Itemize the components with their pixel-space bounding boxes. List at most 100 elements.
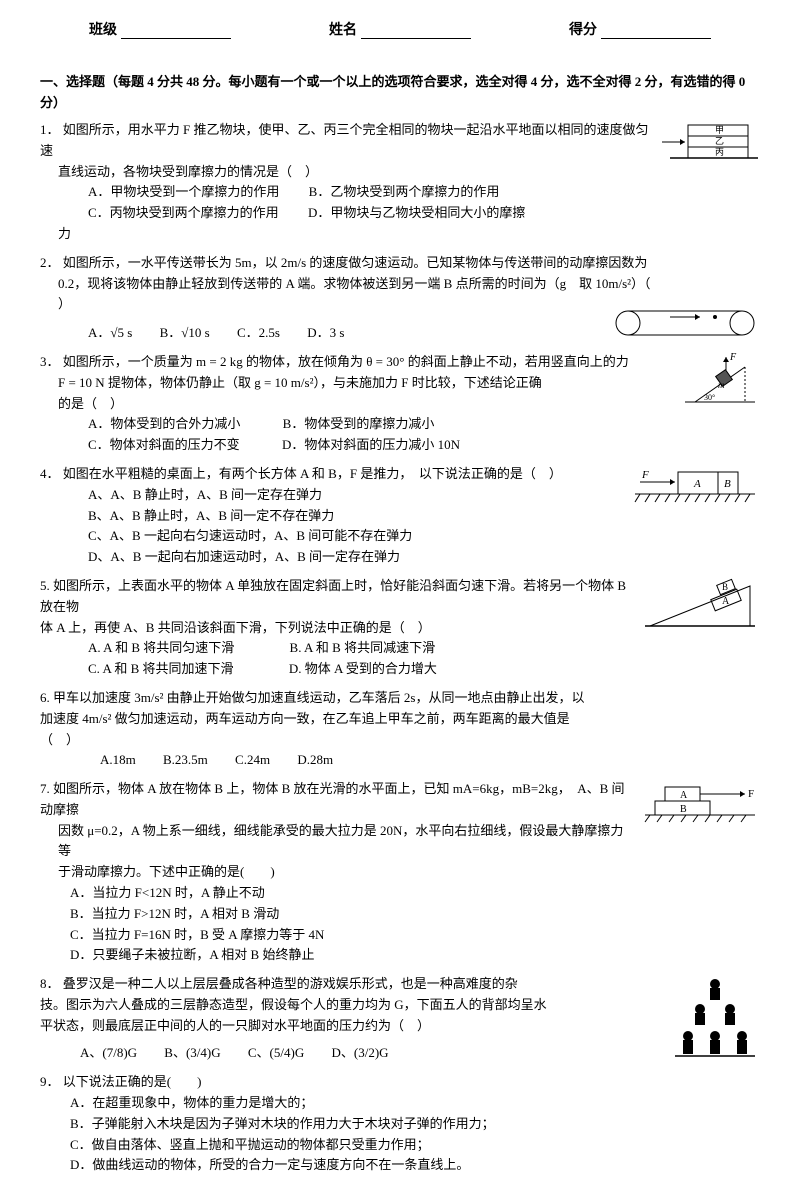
- q7-text1: 如图所示，物体 A 放在物体 B 上，物体 B 放在光滑的水平面上，已知 mA=…: [40, 781, 625, 817]
- question-4: F A B 4． 如图在水平粗糙的桌面上，有两个长方体 A 和 B，F 是推力，…: [40, 464, 760, 568]
- class-label: 班级: [89, 20, 117, 42]
- q3-figure: F m 30°: [680, 352, 760, 407]
- svg-text:F: F: [748, 788, 754, 800]
- question-6: 6. 甲车以加速度 3m/s² 由静止开始做匀加速直线运动，乙车落后 2s，从同…: [40, 688, 760, 771]
- svg-text:乙: 乙: [715, 136, 724, 146]
- q5-optD: D. 物体 A 受到的合力增大: [289, 661, 437, 676]
- q2-optC: C．2.5s: [237, 325, 280, 340]
- q7-optC: C．当拉力 F=16N 时，B 受 A 摩擦力等于 4N: [40, 925, 760, 946]
- q8-optC: C、(5/4)G: [248, 1045, 304, 1060]
- q3-optC: C．物体对斜面的压力不变: [88, 437, 240, 452]
- svg-text:A: A: [722, 596, 730, 607]
- svg-text:A: A: [680, 790, 688, 801]
- q1-text3: 力: [58, 224, 760, 245]
- q5-optA: A. A 和 B 将共同匀速下滑: [88, 640, 234, 655]
- q2-optA: A．√5 s: [88, 325, 132, 340]
- q6-optC: C.24m: [235, 752, 270, 767]
- q8-figure: [670, 974, 760, 1064]
- class-field: 班级: [89, 20, 231, 42]
- q1-text1: 如图所示，用水平力 F 推乙物块，使甲、乙、丙三个完全相同的物块一起沿水平地面以…: [40, 122, 649, 158]
- q8-optB: B、(3/4)G: [164, 1045, 220, 1060]
- question-9: 9． 以下说法正确的是( ) A．在超重现象中，物体的重力是增大的； B．子弹能…: [40, 1072, 760, 1176]
- svg-text:A: A: [693, 478, 701, 490]
- q5-optB: B. A 和 B 将共同减速下滑: [290, 640, 436, 655]
- svg-text:丙: 丙: [715, 147, 724, 157]
- q8-text1: 叠罗汉是一种二人以上层层叠成各种造型的游戏娱乐形式，也是一种高难度的杂: [63, 976, 518, 991]
- svg-text:B: B: [680, 804, 687, 815]
- q4-optC: C、A、B 一起向右匀速运动时，A、B 间可能不存在弹力: [58, 526, 760, 547]
- q1-text2: 直线运动，各物块受到摩擦力的情况是（ ）: [58, 162, 760, 183]
- q6-num: 6.: [40, 690, 50, 705]
- q7-optA: A．当拉力 F<12N 时，A 静止不动: [40, 883, 760, 904]
- q9-optD: D．做曲线运动的物体，所受的合力一定与速度方向不在一条直线上。: [40, 1155, 760, 1176]
- svg-text:m: m: [718, 380, 725, 390]
- q4-figure: F A B: [630, 464, 760, 514]
- score-field: 得分: [569, 20, 711, 42]
- q9-optA: A．在超重现象中，物体的重力是增大的；: [40, 1093, 760, 1114]
- question-1: 甲 乙 丙 1． 如图所示，用水平力 F 推乙物块，使甲、乙、丙三个完全相同的物…: [40, 120, 760, 245]
- q3-optA: A．物体受到的合外力减小: [88, 416, 240, 431]
- q4-text1: 如图在水平粗糙的桌面上，有两个长方体 A 和 B，F 是推力， 以下说法正确的是…: [63, 466, 562, 481]
- q6-options: A.18m B.23.5m C.24m D.28m: [40, 750, 760, 771]
- q8-text3: 平状态，则最底层正中间的人的一只脚对水平地面的压力约为（ ）: [40, 1016, 760, 1037]
- q9-text1: 以下说法正确的是( ): [63, 1074, 202, 1089]
- q6-optD: D.28m: [297, 752, 333, 767]
- q1-opts2: C．丙物块受到两个摩擦力的作用 D．甲物块与乙物块受相同大小的摩擦: [58, 203, 760, 224]
- q7-num: 7.: [40, 781, 50, 796]
- class-blank[interactable]: [121, 23, 231, 39]
- q3-opts2: C．物体对斜面的压力不变 D．物体对斜面的压力减小 10N: [58, 435, 760, 456]
- q6-text1: 甲车以加速度 3m/s² 由静止开始做匀加速直线运动，乙车落后 2s，从同一地点…: [53, 690, 585, 705]
- q3-optD: D．物体对斜面的压力减小 10N: [282, 437, 460, 452]
- q7-optB: B．当拉力 F>12N 时，A 相对 B 滑动: [40, 904, 760, 925]
- q3-text1: 如图所示，一个质量为 m = 2 kg 的物体，放在倾角为 θ = 30° 的斜…: [63, 354, 629, 369]
- q1-optC: C．丙物块受到两个摩擦力的作用: [88, 205, 279, 220]
- q1-optA: A．甲物块受到一个摩擦力的作用: [88, 184, 279, 199]
- q7-figure: A B F: [640, 779, 760, 829]
- q6-text3: （ ）: [40, 730, 760, 751]
- question-8: 8． 叠罗汉是一种二人以上层层叠成各种造型的游戏娱乐形式，也是一种高难度的杂 技…: [40, 974, 760, 1064]
- q2-num: 2．: [40, 255, 60, 270]
- q3-optB: B．物体受到的摩擦力减小: [283, 416, 435, 431]
- q5-text2: 体 A 上，再使 A、B 共同沿该斜面下滑，下列说法中正确的是（ ）: [40, 620, 431, 635]
- svg-text:B: B: [722, 582, 728, 592]
- q6-optA: A.18m: [100, 752, 136, 767]
- q1-figure: 甲 乙 丙: [660, 120, 760, 170]
- question-7: A B F 7. 如图所示，物体 A 放在物体 B 上，物体 B 放在光滑的水平…: [40, 779, 760, 966]
- q2-text1: 如图所示，一水平传送带长为 5m，以 2m/s 的速度做匀速运动。已知某物体与传…: [63, 255, 648, 270]
- svg-text:30°: 30°: [704, 393, 715, 402]
- q2-optB: B．√10 s: [160, 325, 210, 340]
- q1-opts1: A．甲物块受到一个摩擦力的作用 B．乙物块受到两个摩擦力的作用: [58, 182, 760, 203]
- q8-num: 8．: [40, 976, 60, 991]
- q1-optD: D．甲物块与乙物块受相同大小的摩擦: [308, 205, 525, 220]
- q9-optC: C．做自由落体、竖直上抛和平抛运动的物体都只受重力作用；: [40, 1135, 760, 1156]
- question-2: 2． 如图所示，一水平传送带长为 5m，以 2m/s 的速度做匀速运动。已知某物…: [40, 253, 760, 344]
- q5-opts1: A. A 和 B 将共同匀速下滑 B. A 和 B 将共同减速下滑: [58, 638, 760, 659]
- svg-text:F: F: [641, 469, 649, 481]
- q8-text2: 技。图示为六人叠成的三层静态造型，假设每个人的重力均为 G，下面五人的背部均呈水: [40, 995, 760, 1016]
- q4-num: 4．: [40, 466, 60, 481]
- q1-num: 1．: [40, 122, 60, 137]
- name-blank[interactable]: [361, 23, 471, 39]
- name-field: 姓名: [329, 20, 471, 42]
- q5-optC: C. A 和 B 将共同加速下滑: [88, 661, 234, 676]
- q1-optB: B．乙物块受到两个摩擦力的作用: [309, 184, 500, 199]
- q7-text3: 于滑动摩擦力。下述中正确的是( ): [58, 862, 760, 883]
- svg-text:B: B: [724, 478, 731, 490]
- q3-text3: 的是（ ）: [58, 394, 760, 415]
- q7-optD: D．只要绳子未被拉断，A 相对 B 始终静止: [40, 945, 760, 966]
- question-5: A B 5. 如图所示，上表面水平的物体 A 单独放在固定斜面上时，恰好能沿斜面…: [40, 576, 760, 680]
- q5-figure: A B: [640, 576, 760, 631]
- q8-optA: A、(7/8)G: [80, 1045, 137, 1060]
- score-blank[interactable]: [601, 23, 711, 39]
- section-title: 一、选择题（每题 4 分共 48 分。每小题有一个或一个以上的选项符合要求，选全…: [40, 72, 760, 114]
- q5-opts2: C. A 和 B 将共同加速下滑 D. 物体 A 受到的合力增大: [58, 659, 760, 680]
- q8-options: A、(7/8)G B、(3/4)G C、(5/4)G D、(3/2)G: [40, 1043, 760, 1064]
- name-label: 姓名: [329, 20, 357, 42]
- svg-text:甲: 甲: [715, 125, 724, 135]
- q3-text2: F = 10 N 提物体，物体仍静止（取 g = 10 m/s²），与未施加力 …: [58, 373, 760, 394]
- q4-optD: D、A、B 一起向右加速运动时，A、B 间一定存在弹力: [58, 547, 760, 568]
- q2-text2: 0.2，现将该物体由静止轻放到传送带的 A 端。求物体被送到另一端 B 点所需的…: [58, 274, 760, 295]
- svg-text:F: F: [729, 352, 737, 363]
- q9-num: 9．: [40, 1074, 60, 1089]
- q3-num: 3．: [40, 354, 60, 369]
